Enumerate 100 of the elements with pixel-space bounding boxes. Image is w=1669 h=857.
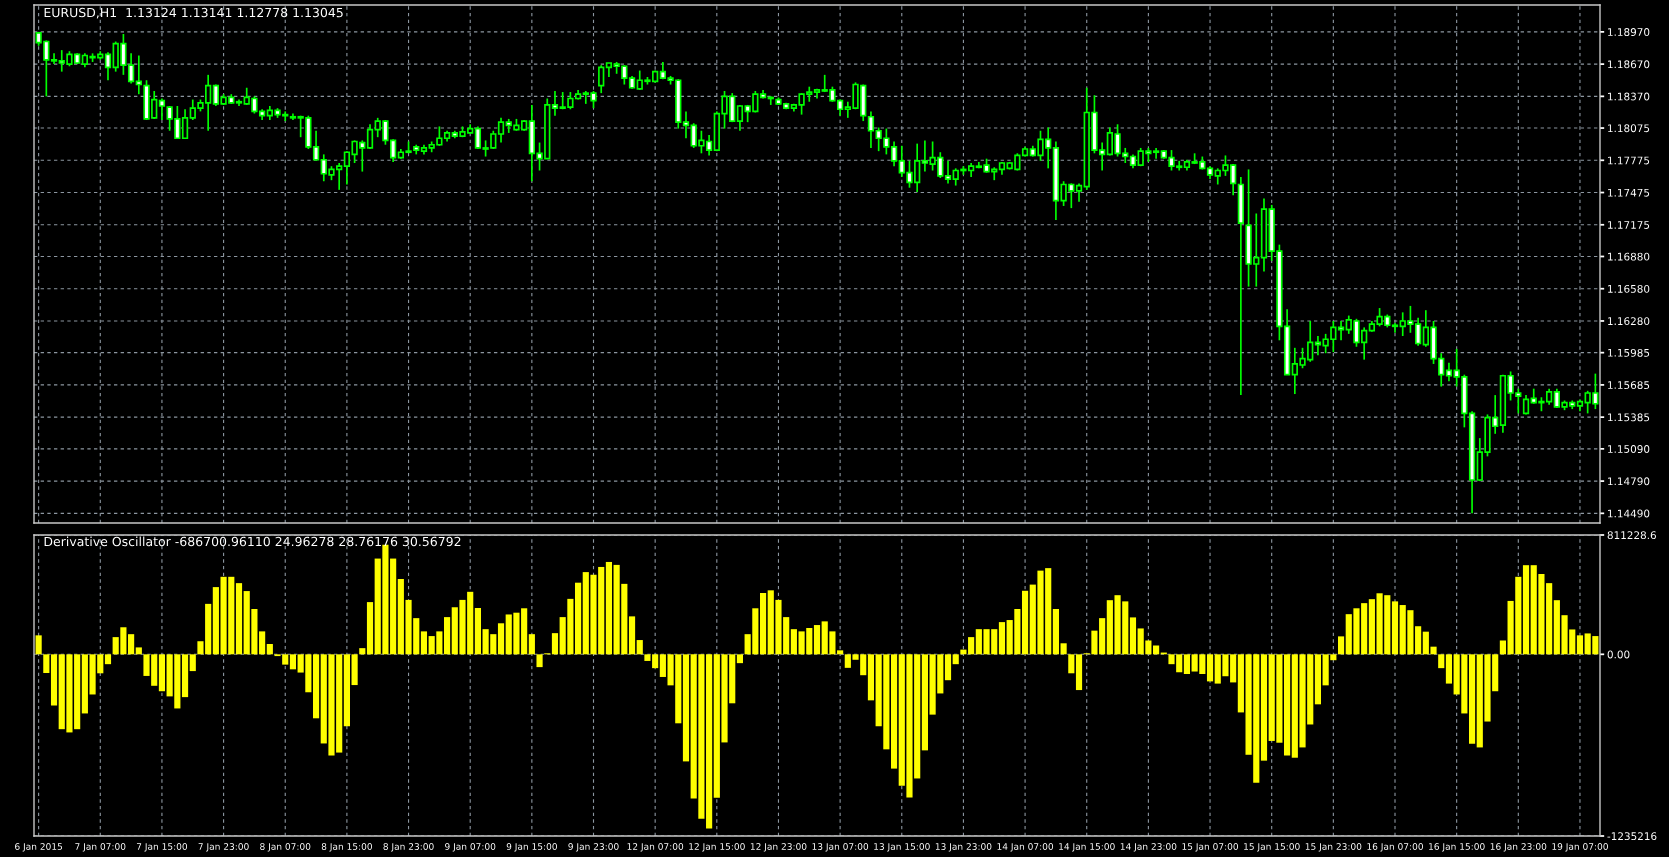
bar	[952, 654, 959, 665]
y-tick-label: 1.17775	[1608, 156, 1650, 165]
x-tick-label: 8 Jan 15:00	[321, 843, 372, 852]
bar	[1153, 645, 1160, 655]
chart-title: Derivative Oscillator -686700.96110 24.96278 28.76176 30.56792	[44, 536, 461, 547]
bar	[1438, 654, 1445, 669]
bar	[575, 582, 582, 655]
x-tick-label: 13 Jan 23:00	[935, 843, 992, 852]
bar	[1284, 654, 1291, 756]
x-tick-label: 12 Jan 15:00	[689, 843, 745, 852]
bar	[1576, 635, 1584, 655]
bar	[628, 616, 636, 655]
bar	[551, 633, 559, 655]
x-tick-label: 15 Jan 15:00	[1244, 843, 1300, 852]
chart-title: EURUSD,H1 1.13124 1.13141 1.12778 1.13045	[44, 7, 343, 19]
candlestick	[366, 123, 374, 150]
bar	[1337, 636, 1345, 655]
y-tick-label: -1235216	[1607, 832, 1657, 841]
x-tick-label: 14 Jan 23:00	[1120, 843, 1177, 852]
bar	[43, 654, 50, 673]
candlestick	[135, 54, 142, 96]
x-tick-label: 9 Jan 15:00	[506, 843, 557, 852]
y-tick-label: 1.16880	[1608, 252, 1650, 261]
bar	[921, 654, 928, 751]
x-tick-label: 9 Jan 07:00	[445, 843, 496, 852]
bar	[50, 654, 58, 706]
bar	[813, 625, 821, 655]
y-tick-label: 0.00	[1607, 650, 1630, 659]
bar	[135, 647, 142, 655]
y-tick-label: 1.14790	[1608, 477, 1650, 486]
x-tick-label: 14 Jan 15:00	[1059, 843, 1115, 852]
y-tick-label: 1.17175	[1608, 221, 1650, 229]
bar	[444, 617, 451, 655]
x-tick-label: 16 Jan 07:00	[1367, 843, 1423, 852]
y-tick-label: 1.18970	[1608, 28, 1650, 36]
y-tick-label: 1.15985	[1608, 348, 1650, 357]
x-tick-label: 19 Jan 07:00	[1552, 843, 1608, 852]
bar	[1314, 654, 1322, 705]
bar	[351, 654, 358, 686]
bar	[1391, 601, 1399, 655]
bar	[998, 622, 1006, 655]
y-tick-label: 811228.6	[1607, 531, 1656, 540]
bar	[128, 634, 135, 655]
bar	[497, 623, 505, 655]
candlestick	[1445, 362, 1453, 382]
y-tick-label: 1.14490	[1608, 509, 1650, 518]
bar	[706, 654, 713, 829]
x-tick-label: 8 Jan 23:00	[383, 843, 434, 852]
bar	[1068, 654, 1075, 674]
bar	[259, 631, 266, 655]
candlestick	[551, 90, 559, 117]
bar	[837, 650, 844, 655]
x-tick-label: 12 Jan 23:00	[750, 843, 807, 852]
bar	[235, 583, 243, 655]
bar	[343, 654, 350, 727]
x-tick-label: 16 Jan 15:00	[1429, 843, 1485, 852]
bar	[1060, 643, 1067, 655]
bar	[189, 654, 196, 672]
x-tick-label: 6 Jan 2015	[15, 843, 63, 852]
bar	[104, 654, 112, 665]
candlestick	[867, 110, 875, 149]
bar	[790, 629, 797, 655]
x-tick-label: 7 Jan 15:00	[136, 843, 188, 852]
x-tick-label: 12 Jan 07:00	[627, 843, 684, 852]
bar	[359, 648, 366, 655]
bar	[312, 654, 320, 719]
bar	[420, 631, 428, 655]
x-tick-label: 16 Jan 23:00	[1490, 843, 1547, 852]
x-tick-label: 14 Jan 07:00	[997, 843, 1054, 852]
bar	[736, 654, 744, 664]
candlestick	[181, 108, 189, 140]
bar	[1075, 654, 1083, 691]
bar	[1129, 617, 1137, 655]
x-tick-label: 13 Jan 15:00	[874, 843, 930, 852]
bar	[536, 654, 543, 668]
bar	[1183, 654, 1190, 675]
bar	[528, 634, 535, 655]
y-tick-label: 1.18370	[1608, 92, 1650, 101]
bar	[636, 640, 643, 655]
y-tick-label: 1.18075	[1608, 124, 1650, 133]
candlestick	[682, 110, 690, 140]
bar	[366, 602, 374, 655]
x-tick-label: 9 Jan 23:00	[568, 843, 619, 852]
x-tick-label: 7 Jan 23:00	[198, 843, 249, 852]
bar	[181, 654, 189, 698]
candlestick	[104, 51, 112, 82]
bar	[158, 654, 166, 692]
bar	[1522, 565, 1530, 655]
bar	[266, 644, 273, 655]
candlestick	[1075, 182, 1083, 203]
bar	[867, 654, 875, 701]
bar	[605, 561, 612, 655]
bar	[1368, 599, 1375, 655]
bar	[1052, 609, 1059, 655]
x-tick-label: 15 Jan 23:00	[1305, 843, 1362, 852]
bar	[1206, 654, 1214, 682]
bar	[1022, 590, 1029, 655]
candlestick	[944, 159, 952, 185]
bar	[1468, 654, 1476, 744]
y-tick-label: 1.15685	[1608, 381, 1650, 390]
